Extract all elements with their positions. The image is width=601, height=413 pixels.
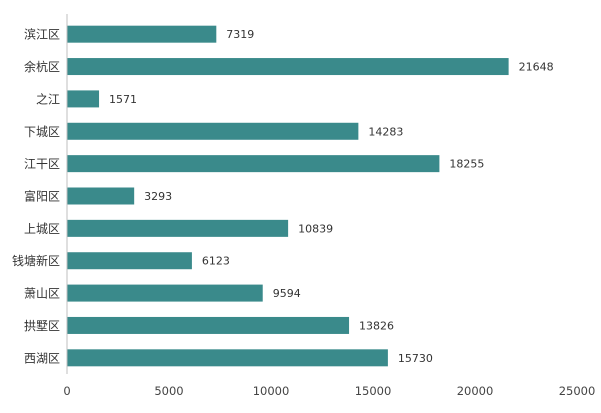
data-label: 6123: [202, 255, 230, 268]
category-label: 拱墅区: [24, 319, 60, 333]
x-tick-label: 5000: [154, 384, 183, 398]
bar: [67, 349, 388, 367]
bar: [67, 219, 289, 237]
category-label: 下城区: [24, 125, 60, 139]
category-label: 萧山区: [24, 287, 60, 301]
bar: [67, 187, 135, 205]
category-label: 滨江区: [24, 27, 60, 42]
category-label: 上城区: [24, 222, 60, 236]
data-label: 1571: [109, 93, 137, 106]
category-label: 西湖区: [24, 350, 60, 365]
labels-layer: 滨江区 7319 余杭区 21648 之江 1571 下城区 14283 江干区 18255 富阳区…: [12, 27, 554, 366]
data-label: 9594: [273, 287, 301, 300]
bar: [67, 316, 350, 334]
data-label: 10839: [298, 222, 333, 235]
x-tick-label: 15000: [355, 384, 392, 398]
x-tick-label: 25000: [559, 384, 596, 398]
category-label: 之江: [36, 92, 60, 106]
data-label: 13826: [359, 319, 394, 332]
bar: [67, 284, 263, 302]
bar: [67, 155, 440, 173]
data-label: 18255: [449, 158, 484, 171]
category-label: 钱塘新区: [12, 253, 60, 268]
bar: [67, 122, 359, 140]
bar: [67, 90, 100, 108]
bar: [67, 252, 192, 270]
category-label: 富阳区: [24, 189, 60, 204]
bar: [67, 25, 217, 43]
category-label: 余杭区: [24, 59, 60, 74]
data-label: 7319: [226, 28, 254, 41]
category-label: 江干区: [24, 157, 60, 171]
x-tick-label: 0: [63, 384, 70, 398]
data-label: 14283: [368, 125, 403, 138]
data-label: 15730: [398, 352, 433, 365]
data-label: 21648: [519, 61, 554, 74]
data-label: 3293: [144, 190, 172, 203]
x-tick-label: 10000: [253, 384, 290, 398]
bar: [67, 58, 509, 76]
axis-layer: 0 5000 10000 15000 20000 25000: [63, 14, 595, 398]
x-tick-label: 20000: [457, 384, 494, 398]
bars-layer: [67, 25, 509, 367]
